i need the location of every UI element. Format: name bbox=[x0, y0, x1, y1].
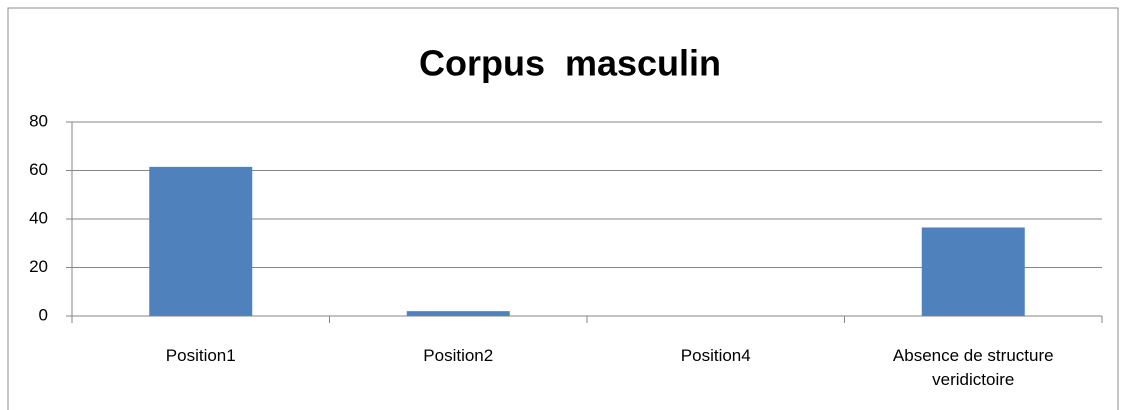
chart-border bbox=[7, 7, 1119, 410]
chart-title: Corpus masculin bbox=[419, 43, 721, 84]
x-tick-label: Absence de structure veridictoire bbox=[892, 346, 1054, 389]
bar bbox=[406, 311, 510, 316]
y-tick-label: 20 bbox=[29, 257, 48, 276]
x-tick-label: Position4 bbox=[680, 346, 751, 365]
bar bbox=[921, 227, 1025, 316]
x-tick-label: Position1 bbox=[165, 346, 236, 365]
x-tick-label: Position2 bbox=[423, 346, 494, 365]
y-tick-label: 80 bbox=[29, 111, 48, 130]
bar bbox=[149, 166, 253, 316]
y-tick-label: 60 bbox=[29, 160, 48, 179]
y-tick-label: 40 bbox=[29, 208, 48, 227]
y-tick-label: 0 bbox=[39, 305, 48, 324]
